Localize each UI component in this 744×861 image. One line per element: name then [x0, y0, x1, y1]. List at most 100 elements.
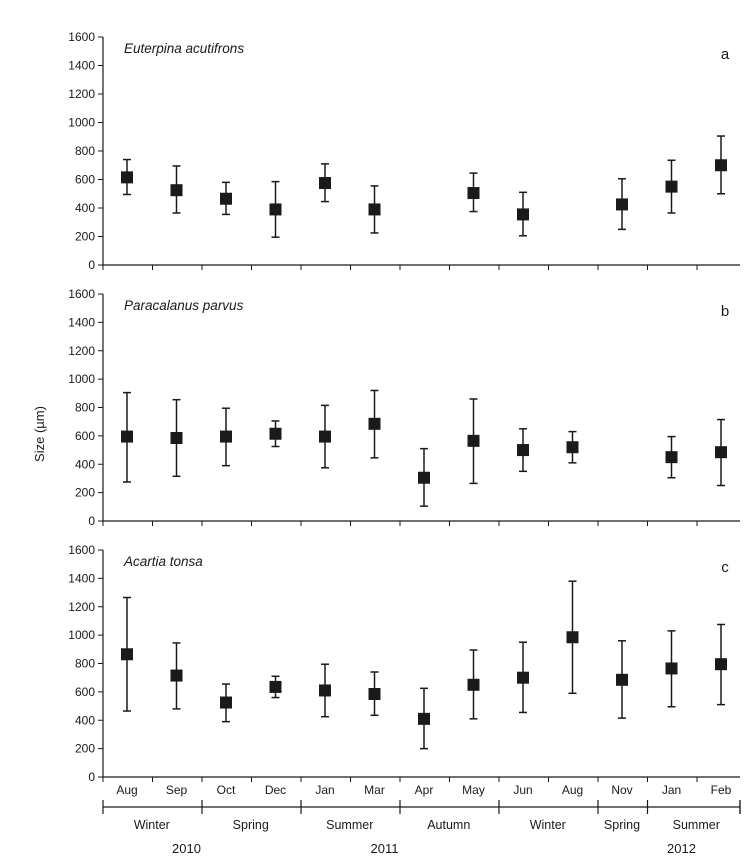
x-tick-label: Sep [166, 783, 188, 797]
panel-letter: b [721, 303, 729, 320]
panel-a: 0 200 400 600 800 1000 1200 1400 1600 Euterpina a… [68, 30, 740, 272]
x-tick-label: Mar [364, 783, 385, 797]
x-tick-label: Jun [513, 783, 532, 797]
x-tick-label: Oct [217, 783, 236, 797]
mean-marker [121, 430, 133, 443]
mean-marker [319, 177, 331, 190]
y-tick-label: 200 [75, 230, 95, 244]
mean-marker [319, 430, 331, 443]
mean-marker [220, 192, 232, 205]
mean-marker [170, 184, 183, 197]
y-tick-label: 800 [75, 657, 95, 671]
y-tick-label: 1400 [68, 315, 95, 329]
mean-marker [368, 688, 381, 701]
mean-marker [121, 648, 133, 661]
mean-marker [566, 441, 579, 454]
mean-marker [616, 673, 628, 686]
mean-marker [269, 203, 282, 216]
mean-marker [170, 432, 183, 445]
panel-b: 0 200 400 600 800 1000 1200 1400 1600 Paracalanus… [68, 287, 740, 528]
mean-marker [220, 696, 232, 709]
season-label: Winter [134, 818, 170, 832]
species-label: Paracalanus parvus [124, 298, 244, 313]
mean-marker [220, 430, 232, 443]
x-tick-label: Jan [662, 783, 681, 797]
y-tick-label: 1200 [68, 87, 95, 101]
year-label: 2010 [172, 841, 201, 856]
mean-marker [170, 669, 183, 682]
mean-marker [517, 671, 529, 684]
mean-marker [715, 446, 727, 459]
x-tick-label: Jan [315, 783, 334, 797]
y-tick-label: 0 [88, 514, 95, 528]
season-label: Winter [530, 818, 566, 832]
y-tick-label: 600 [75, 429, 95, 443]
mean-marker [418, 712, 430, 725]
mean-marker [368, 203, 381, 216]
y-tick-label: 600 [75, 173, 95, 187]
mean-marker [616, 198, 628, 211]
season-label: Autumn [427, 818, 470, 832]
year-label: 2011 [371, 841, 399, 856]
y-tick-label: 800 [75, 144, 95, 158]
mean-marker [121, 171, 133, 184]
y-tick-label: 1200 [68, 600, 95, 614]
season-label: Spring [233, 818, 269, 832]
mean-marker [715, 658, 727, 671]
mean-marker [467, 678, 480, 691]
season-axis: Winter Spring Summer Autumn Winter Spring Summ… [102, 800, 741, 856]
y-tick-label: 600 [75, 685, 95, 699]
y-tick-label: 1000 [68, 116, 95, 130]
mean-marker [467, 187, 480, 200]
season-label: Summer [326, 818, 373, 832]
y-tick-label: 1400 [68, 571, 95, 585]
y-tick-label: 800 [75, 401, 95, 415]
panel-c: 0 200 400 600 800 1000 1200 1400 1600 Acartia ton… [68, 543, 740, 784]
y-axis-label: Size (µm) [32, 406, 47, 462]
species-label: Euterpina acutifrons [124, 41, 244, 56]
y-tick-label: 200 [75, 742, 95, 756]
mean-marker [269, 680, 282, 693]
mean-marker [269, 427, 282, 440]
season-label: Spring [604, 818, 640, 832]
y-tick-label: 1400 [68, 59, 95, 73]
mean-marker [517, 208, 529, 221]
mean-marker [665, 662, 678, 675]
y-tick-label: 1000 [68, 628, 95, 642]
y-tick-label: 200 [75, 486, 95, 500]
season-label: Summer [673, 818, 720, 832]
mean-marker [665, 180, 678, 193]
x-tick-label: May [462, 783, 485, 797]
x-tick-label: Apr [415, 783, 434, 797]
x-tick-label: Aug [562, 783, 583, 797]
y-tick-label: 400 [75, 201, 95, 215]
y-tick-label: 1200 [68, 344, 95, 358]
panel-letter: c [721, 559, 729, 576]
y-tick-label: 400 [75, 713, 95, 727]
x-tick-label: Feb [711, 783, 732, 797]
mean-marker [319, 684, 331, 697]
y-tick-label: 1600 [68, 287, 95, 301]
y-tick-label: 1600 [68, 543, 95, 557]
x-axis-month-labels: Aug Sep Oct Dec Jan Mar Apr May Jun Aug Nov Jan Feb [116, 783, 731, 797]
chart-panels: 0 200 400 600 800 1000 1200 1400 1600 Euterpina a… [68, 30, 740, 784]
mean-marker [715, 159, 727, 172]
panel-letter: a [721, 46, 730, 63]
mean-marker [418, 471, 430, 484]
mean-marker [665, 451, 678, 464]
year-label: 2012 [667, 841, 696, 856]
species-label: Acartia tonsa [123, 554, 203, 569]
y-tick-label: 0 [88, 770, 95, 784]
y-tick-label: 1000 [68, 372, 95, 386]
mean-marker [517, 444, 529, 457]
y-tick-label: 1600 [68, 30, 95, 44]
mean-marker [368, 417, 381, 430]
x-tick-label: Dec [265, 783, 286, 797]
y-tick-label: 0 [88, 258, 95, 272]
x-tick-label: Nov [611, 783, 632, 797]
mean-marker [566, 631, 579, 644]
mean-marker [467, 434, 480, 447]
x-tick-label: Aug [116, 783, 137, 797]
y-tick-label: 400 [75, 457, 95, 471]
